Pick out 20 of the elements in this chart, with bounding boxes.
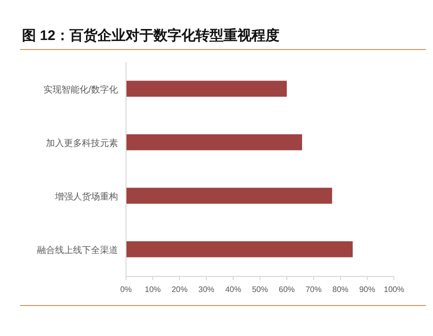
bar (126, 188, 332, 204)
x-tick-label: 20% (172, 285, 188, 294)
x-tick-label: 80% (332, 285, 348, 294)
x-tick-label: 100% (384, 285, 404, 294)
x-tick-label: 0% (120, 285, 132, 294)
bar (126, 241, 353, 258)
x-tick-label: 30% (198, 285, 214, 294)
y-tick-label: 融合线上线下全渠道 (37, 244, 118, 255)
x-tick-label: 60% (278, 285, 295, 294)
y-tick-label: 加入更多科技元素 (46, 138, 118, 148)
x-tick-label: 70% (306, 285, 322, 294)
x-tick-label: 10% (144, 285, 161, 294)
bar (126, 134, 302, 150)
x-tick-label: 50% (252, 285, 268, 294)
y-tick-label: 增强人货场重构 (54, 191, 118, 202)
chart-title: 图 12：百货企业对于数字化转型重视程度 (22, 27, 280, 43)
x-tick-label: 40% (225, 285, 242, 294)
y-tick-label: 实现智能化/数字化 (43, 84, 118, 94)
bar (126, 80, 287, 97)
x-tick-label: 90% (359, 285, 376, 294)
